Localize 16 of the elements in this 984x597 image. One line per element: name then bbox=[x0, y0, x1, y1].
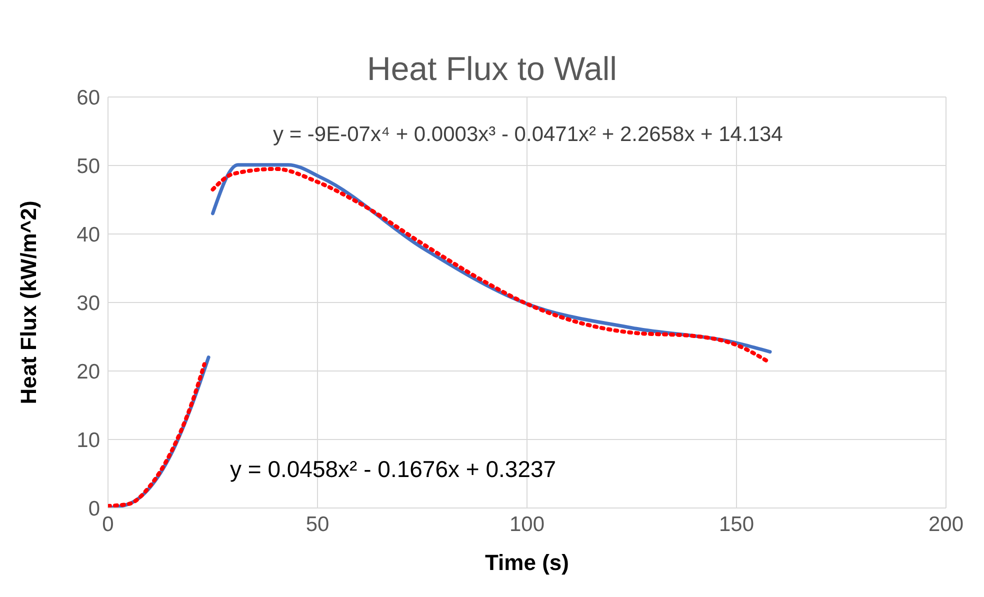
y-tick-label: 60 bbox=[76, 86, 100, 110]
annotation: y = 0.0458x² - 0.1676x + 0.3237 bbox=[230, 456, 556, 483]
y-tick-label: 0 bbox=[88, 497, 100, 520]
x-tick-label: 50 bbox=[306, 512, 330, 536]
x-axis-title: Time (s) bbox=[485, 550, 569, 575]
chart-title: Heat Flux to Wall bbox=[366, 50, 618, 88]
y-tick-label: 30 bbox=[76, 292, 100, 315]
y-tick-label: 20 bbox=[76, 360, 100, 384]
y-tick-label: 10 bbox=[76, 428, 100, 452]
y-tick-label: 40 bbox=[76, 223, 100, 246]
annotation: y = -9E-07x⁴ + 0.0003x³ - 0.0471x² + 2.2658x + 14.134 bbox=[273, 123, 783, 147]
x-tick-label: 200 bbox=[928, 512, 964, 536]
y-axis-title: Heat Flux (kW/m^2) bbox=[16, 200, 41, 404]
x-tick-label: 100 bbox=[509, 512, 545, 536]
x-tick-label: 150 bbox=[718, 512, 754, 536]
y-tick-label: 50 bbox=[76, 154, 100, 178]
